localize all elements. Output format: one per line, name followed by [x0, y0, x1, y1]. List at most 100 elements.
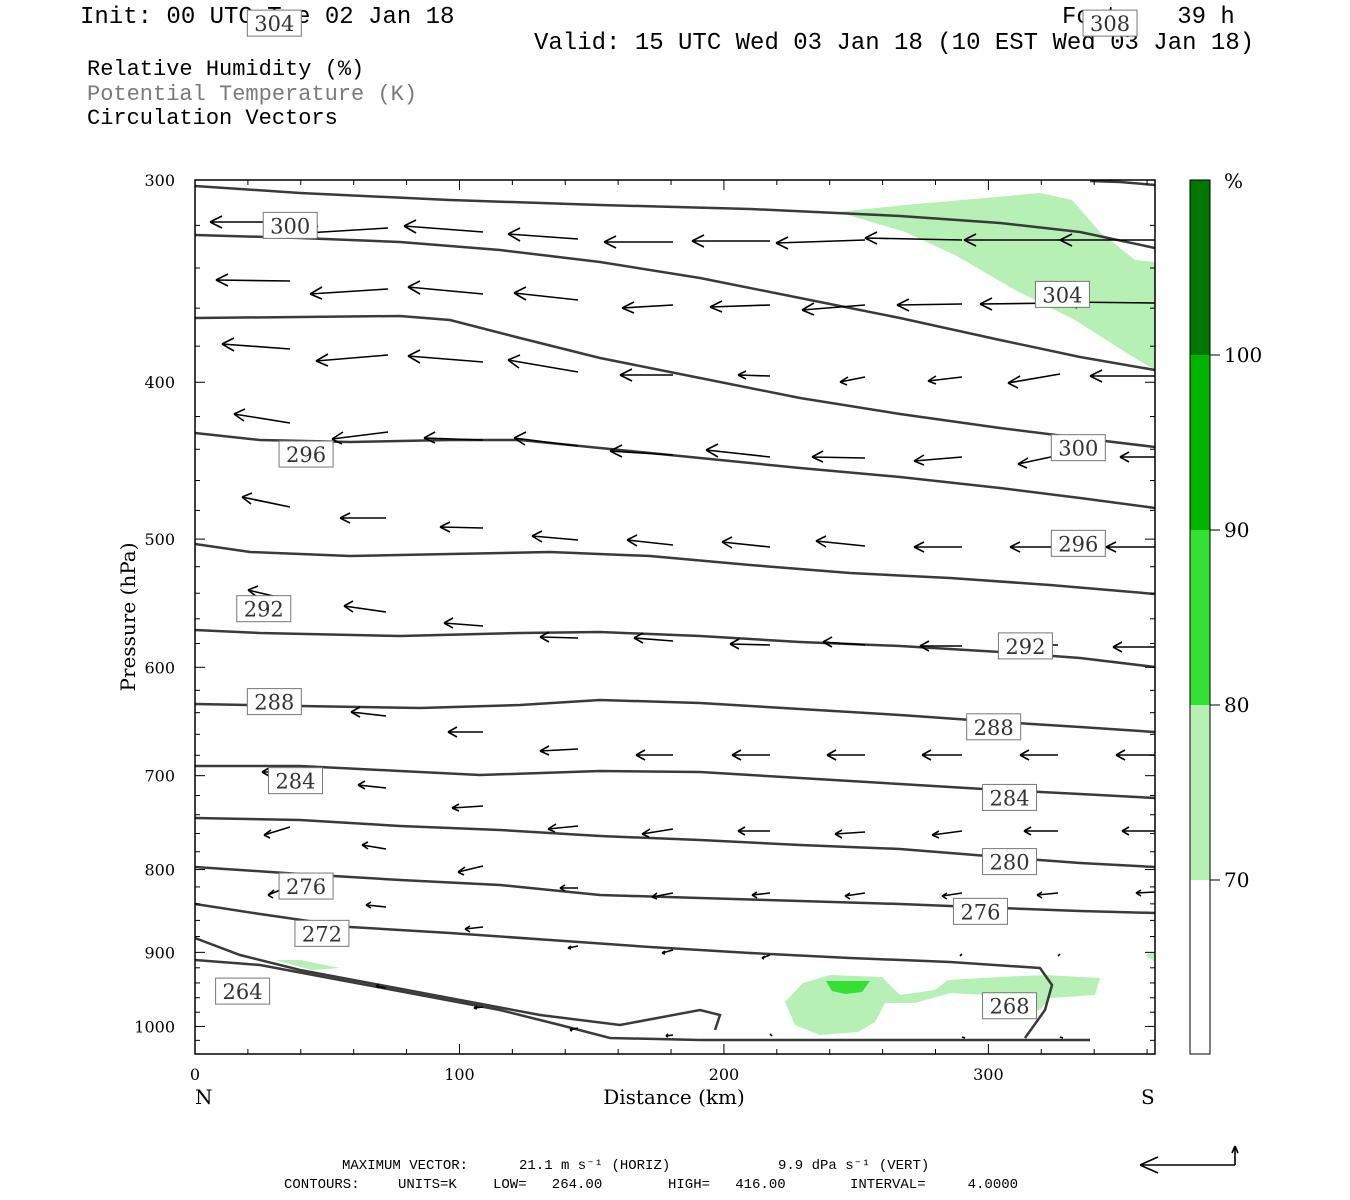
theta-contour-296: [195, 431, 1155, 510]
contour-label-text: 296: [1058, 532, 1098, 556]
rh-shading: [275, 193, 1155, 1035]
contour-label-288: 288: [966, 713, 1022, 741]
contour-label-300: 300: [262, 211, 318, 239]
circulation-vector: [927, 375, 963, 385]
circulation-vectors: [209, 215, 1155, 1039]
circulation-vector: [539, 631, 579, 643]
circulation-vector: [731, 749, 770, 761]
colorbar-unit-label: %: [1224, 169, 1243, 193]
circulation-vector: [559, 884, 578, 892]
circulation-vector: [531, 530, 579, 543]
contour-label-text: 272: [302, 922, 342, 946]
plot-frame: [194, 179, 1156, 1055]
circulation-vector: [309, 286, 389, 300]
contour-label-300: 300: [1050, 434, 1106, 462]
contour-label-276: 276: [952, 897, 1008, 925]
contour-label-292: 292: [997, 632, 1053, 660]
max-vector-vertical: 9.9 dPa s⁻¹ (VERT): [778, 1158, 930, 1174]
rh-region-surface-middle: [785, 975, 1100, 1035]
circulation-vector: [1121, 826, 1155, 836]
circulation-vector: [603, 235, 673, 249]
valid-time: Valid: 15 UTC Wed 03 Jan 18 (10 EST Wed …: [534, 30, 1255, 57]
circulation-vector: [343, 600, 387, 613]
circulation-vector: [621, 301, 674, 314]
circulation-vector: [464, 925, 484, 933]
circulation-vector: [864, 231, 963, 245]
circulation-vector: [761, 954, 771, 960]
contour-label-284: 284: [267, 767, 323, 795]
contour-label-text: 284: [275, 770, 315, 794]
colorbar-segment-100: [1190, 180, 1210, 355]
circulation-vector: [457, 865, 484, 876]
contour-label-280: 280: [982, 848, 1038, 876]
rh-region-80: [826, 981, 870, 994]
circulation-vector: [1057, 953, 1061, 957]
circulation-vector: [1105, 541, 1155, 553]
x-tick-label: 300: [973, 1065, 1004, 1084]
circulation-vector: [350, 706, 387, 718]
colorbar-frame: [1189, 179, 1211, 1055]
circulation-vector: [1009, 541, 1058, 553]
contour-label-276: 276: [278, 872, 334, 900]
contour-label-text: 288: [974, 716, 1014, 740]
circulation-vector: [361, 841, 387, 850]
x-tick-label: 100: [444, 1065, 475, 1084]
circulation-vector: [513, 286, 579, 301]
circulation-vector: [729, 638, 771, 650]
colorbar: % 100 90 80 70: [1189, 169, 1262, 1055]
circulation-vector: [751, 891, 771, 899]
circulation-vector: [443, 617, 484, 629]
colorbar-segment-below-70: [1190, 880, 1210, 1054]
y-axis-title: Pressure (hPa): [116, 543, 140, 692]
reference-vector-arrow: [1139, 1145, 1239, 1174]
contour-label-text: 296: [286, 443, 326, 467]
circulation-vector: [641, 828, 674, 838]
circulation-vector: [826, 749, 865, 761]
circulation-vector: [691, 234, 770, 248]
circulation-vector: [963, 233, 1060, 247]
circulation-vector: [961, 1036, 966, 1039]
contours-high: HIGH= 416.00: [668, 1177, 786, 1193]
circulation-vector: [221, 337, 291, 352]
circulation-vector: [941, 892, 963, 900]
x-tick-label: 0: [190, 1065, 200, 1084]
circulation-vector: [839, 376, 866, 386]
rh-region-upper-right: [838, 193, 1155, 370]
theta-contours: [195, 180, 1155, 1042]
y-tick-label: 500: [144, 530, 175, 549]
circulation-vector: [567, 945, 579, 950]
circulation-vector: [1119, 451, 1155, 463]
circulation-vector: [775, 236, 866, 250]
circulation-vector: [921, 749, 962, 761]
title-relative-humidity: Relative Humidity (%): [87, 57, 365, 82]
colorbar-label-80: 80: [1224, 693, 1249, 717]
circulation-vector: [439, 521, 484, 533]
theta-contour-308: [1089, 180, 1155, 187]
theta-contour-284: [195, 698, 1155, 734]
contour-label-296: 296: [278, 440, 334, 468]
circulation-vector: [737, 826, 770, 836]
contour-labels: 264 268 272 276 276 280 284 284 288 288 292 292 296 2…: [215, 9, 1138, 1020]
theta-contour-304: [195, 233, 1155, 372]
contours-low: LOW= 264.00: [493, 1177, 603, 1193]
contour-label-text: 276: [960, 900, 1000, 924]
circulation-vector: [1019, 749, 1058, 761]
theta-contour-300: [195, 314, 1155, 449]
circulation-vector: [651, 892, 674, 900]
contour-label-text: 288: [254, 691, 294, 715]
y-tick-label: 900: [144, 943, 175, 962]
circulation-vector: [609, 444, 674, 458]
x-axis-start-label: N: [195, 1085, 213, 1109]
contour-label-text: 304: [1042, 283, 1082, 307]
colorbar-segment-80: [1190, 530, 1210, 705]
contour-label-264: 264: [215, 977, 271, 1005]
circulation-vector: [896, 298, 963, 312]
y-tick-label: 1000: [134, 1017, 175, 1036]
circulation-vector: [822, 636, 866, 648]
circulation-vector: [959, 953, 963, 957]
circulation-vector: [1036, 891, 1059, 899]
contour-label-text: 304: [254, 12, 294, 36]
colorbar-label-100: 100: [1224, 343, 1262, 367]
circulation-vector: [801, 302, 866, 316]
circulation-vector: [1059, 1036, 1064, 1039]
